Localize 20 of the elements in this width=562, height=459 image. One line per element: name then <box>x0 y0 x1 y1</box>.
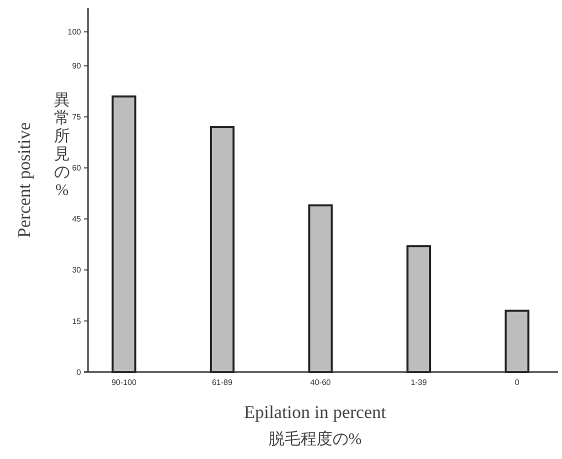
x-axis-title: Epilation in percent 脱毛程度の% <box>244 402 386 448</box>
bar <box>406 245 432 373</box>
x-tick-label: 61-89 <box>212 378 234 387</box>
bar <box>308 204 333 373</box>
bar <box>504 310 530 373</box>
x-tick-label: 0 <box>514 378 520 387</box>
y-tick-label: 75 <box>72 112 82 122</box>
y-tick-label: 45 <box>72 214 82 224</box>
bar <box>112 95 136 373</box>
y-tick-label: 90 <box>72 62 82 71</box>
bar <box>210 126 235 373</box>
x-tick-label: 1-39 <box>410 378 428 387</box>
text: Percent positive 異常所見の% <box>14 92 70 238</box>
y-tick-label: 15 <box>72 316 82 326</box>
y-tick-label: 100 <box>68 28 82 37</box>
x-tick-label: 40-60 <box>310 378 332 387</box>
y-tick-label: 60 <box>72 164 82 173</box>
y-tick-label: 30 <box>72 266 82 275</box>
y-tick-label: 0 <box>76 368 82 377</box>
x-tick-label: 90-100 <box>111 378 137 387</box>
